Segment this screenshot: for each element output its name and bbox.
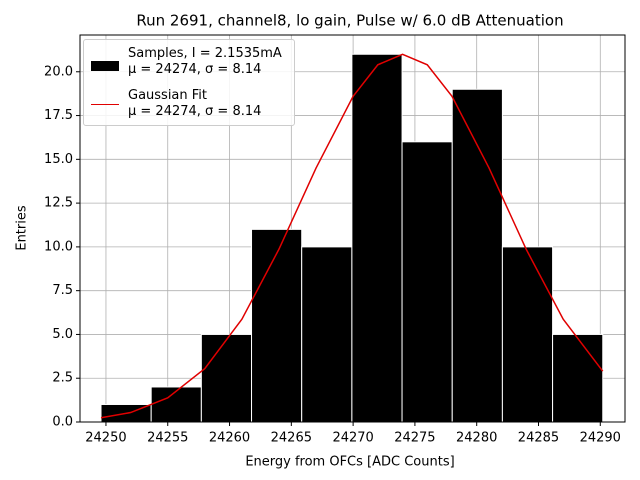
x-tick-label: 24265 [271, 431, 312, 446]
legend-label: Gaussian Fit μ = 24274, σ = 8.14 [128, 88, 262, 119]
legend-label: Samples, I = 2.1535mA μ = 24274, σ = 8.1… [128, 46, 282, 77]
y-tick-label: 17.5 [44, 108, 73, 123]
x-tick-label: 24280 [456, 431, 497, 446]
legend-patch [91, 61, 119, 71]
histogram-bar [200, 333, 253, 423]
x-tick-label: 24270 [332, 431, 373, 446]
histogram-bar [351, 53, 403, 423]
y-tick-label: 20.0 [44, 64, 73, 79]
histogram-bar [501, 246, 554, 423]
fit-line [100, 53, 604, 419]
chart-title: Run 2691, channel8, lo gain, Pulse w/ 6.… [136, 12, 563, 30]
histogram-bar [301, 246, 353, 423]
y-tick-label: 10.0 [44, 239, 73, 254]
histogram-bar [251, 228, 303, 423]
x-tick-label: 24290 [580, 431, 621, 446]
plot-frame [79, 34, 626, 423]
x-tick-label: 24275 [394, 431, 435, 446]
x-tick-label: 24260 [209, 431, 250, 446]
y-tick-label: 7.5 [52, 283, 73, 298]
legend-line [91, 104, 119, 105]
y-tick-label: 2.5 [52, 371, 73, 386]
y-tick-label: 15.0 [44, 152, 73, 167]
y-tick-label: 0.0 [52, 415, 73, 430]
histogram-bar [150, 386, 202, 423]
histogram-bar [451, 88, 503, 423]
x-axis-label: Energy from OFCs [ADC Counts] [245, 455, 454, 470]
y-tick-label: 12.5 [44, 196, 73, 211]
y-axis-label: Entries [15, 205, 30, 251]
y-tick-label: 5.0 [52, 327, 73, 342]
x-tick-label: 24285 [518, 431, 559, 446]
x-tick-label: 24255 [147, 431, 188, 446]
legend: Samples, I = 2.1535mA μ = 24274, σ = 8.1… [83, 39, 295, 126]
histogram-bar [401, 141, 453, 423]
x-tick-label: 24250 [85, 431, 126, 446]
histogram-bar [552, 333, 604, 423]
